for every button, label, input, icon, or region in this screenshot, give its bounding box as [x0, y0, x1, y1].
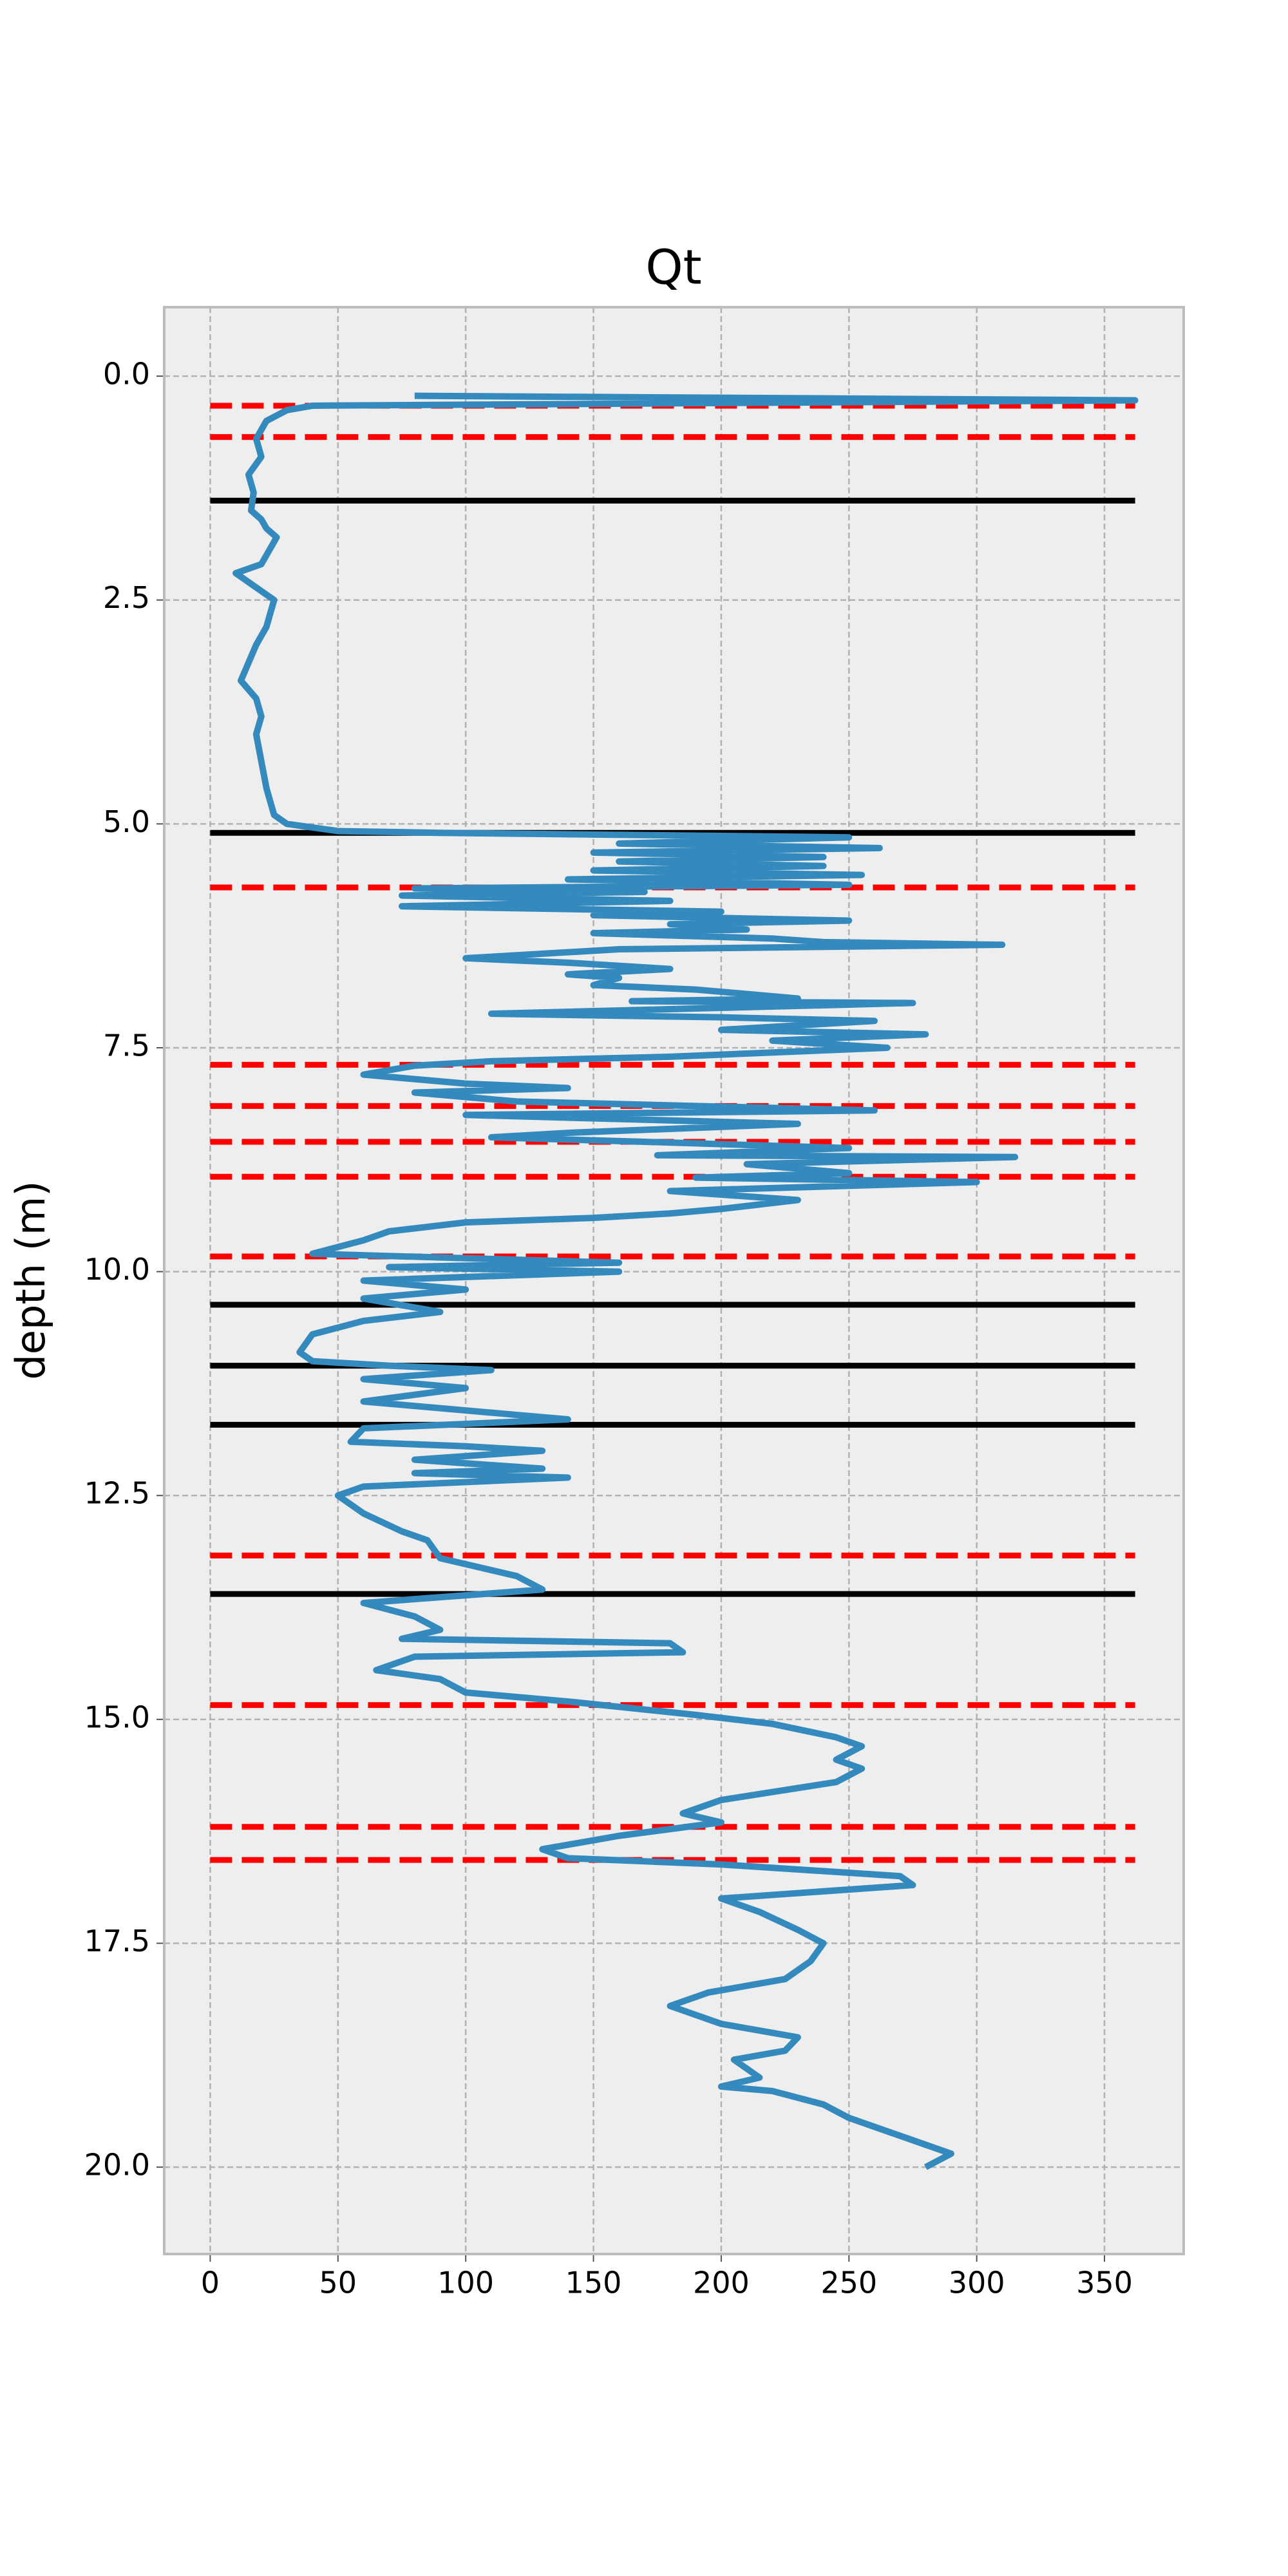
y-tick-label: 15.0 — [84, 1700, 150, 1734]
x-tick-label: 300 — [949, 2266, 1005, 2300]
y-tick-label: 12.5 — [84, 1476, 150, 1511]
data-line — [232, 392, 1139, 2170]
x-tick-label: 150 — [565, 2266, 622, 2300]
plot-border — [163, 306, 1185, 2255]
y-tick-label: 17.5 — [84, 1924, 150, 1958]
y-tick-label: 10.0 — [84, 1252, 150, 1287]
y-tick-label: 20.0 — [84, 2148, 150, 2183]
y-axis-label: depth (m) — [7, 1181, 54, 1380]
x-tick-label: 50 — [319, 2266, 357, 2300]
y-tick-label: 7.5 — [103, 1028, 150, 1063]
chart-title: Qt — [645, 240, 701, 296]
y-tick-label: 0.0 — [103, 357, 150, 392]
y-tick-label: 5.0 — [103, 804, 150, 839]
y-tick-label: 2.5 — [103, 580, 150, 615]
x-tick-label: 100 — [437, 2266, 494, 2300]
x-tick-label: 200 — [693, 2266, 750, 2300]
x-tick-label: 350 — [1076, 2266, 1133, 2300]
x-tick-label: 0 — [201, 2266, 220, 2300]
x-tick-label: 250 — [820, 2266, 877, 2300]
plot-area — [164, 307, 1184, 2254]
